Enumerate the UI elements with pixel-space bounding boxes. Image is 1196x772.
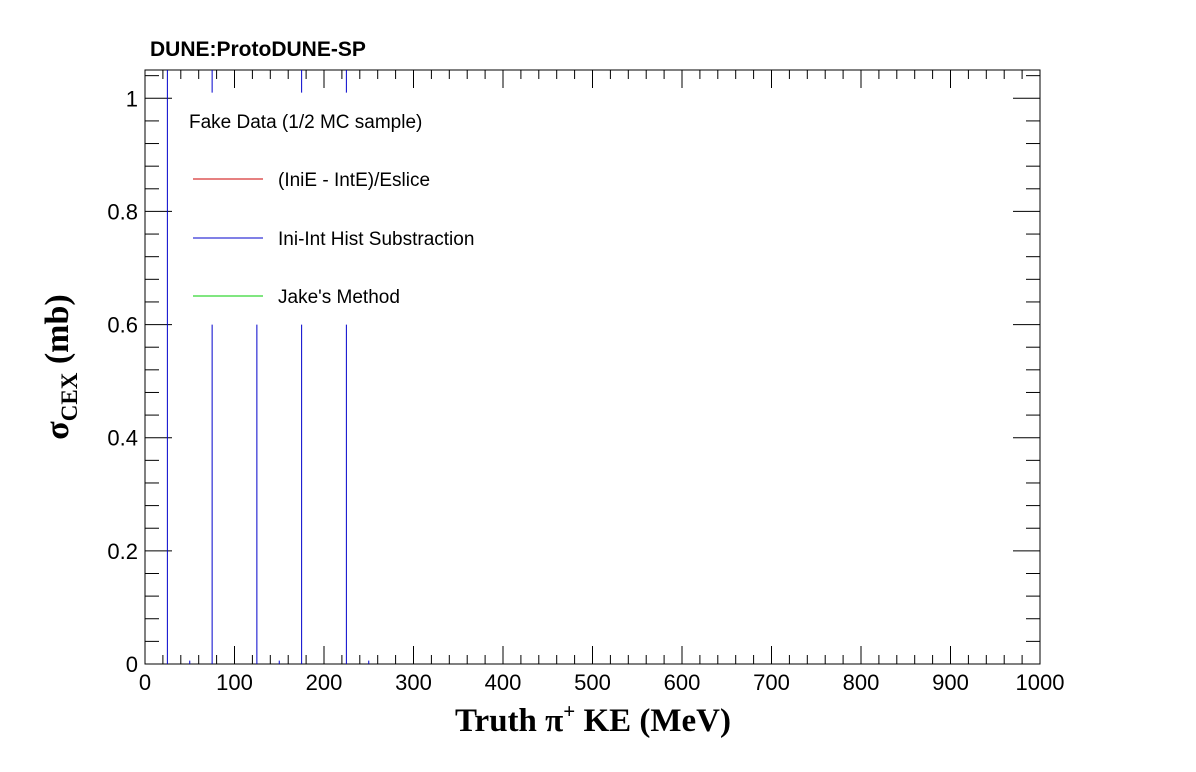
- y-tick-label: 0: [126, 652, 138, 677]
- x-tick-labels: 0 100 200 300 400 500 600 700 800 900 1000: [139, 670, 1065, 695]
- x-tick-label: 200: [306, 670, 343, 695]
- x-tick-label: 600: [664, 670, 701, 695]
- chart-title: DUNE:ProtoDUNE-SP: [150, 38, 366, 61]
- y-tick-label: 0.2: [107, 539, 138, 564]
- axis-ticks: [144, 70, 1041, 665]
- y-tick-label: 0.8: [107, 199, 138, 224]
- y-tick-label: 1: [126, 86, 138, 111]
- y-axis-label-symbol: σ: [39, 421, 76, 440]
- y-axis-label-rest: (mb): [39, 294, 76, 372]
- x-tick-label: 500: [574, 670, 611, 695]
- x-tick-label: 700: [753, 670, 790, 695]
- legend-label-blue: Ini-Int Hist Substraction: [278, 229, 474, 250]
- legend-label-red: (IniE - IntE)/Eslice: [278, 170, 430, 191]
- x-axis-label-post: KE (MeV): [575, 703, 731, 739]
- x-tick-label: 100: [216, 670, 253, 695]
- x-tick-label: 800: [843, 670, 880, 695]
- y-tick-labels: 0 0.2 0.4 0.6 0.8 1: [107, 86, 138, 677]
- x-axis-label-pre: Truth π: [455, 703, 563, 739]
- x-axis-label: Truth π+ KE (MeV): [455, 699, 731, 739]
- y-axis-label-sub: CEX: [57, 372, 82, 421]
- series-lines: [166, 70, 370, 664]
- plot-frame: [144, 69, 1041, 665]
- y-axis-label: σCEX (mb): [39, 294, 82, 439]
- x-tick-label: 400: [485, 670, 522, 695]
- y-tick-label: 0.6: [107, 313, 138, 338]
- x-tick-label: 300: [395, 670, 432, 695]
- legend-label-green: Jake's Method: [278, 287, 400, 308]
- x-axis-label-sup: +: [563, 699, 575, 723]
- x-tick-label: 0: [139, 670, 151, 695]
- y-tick-label: 0.4: [107, 426, 138, 451]
- legend: Fake Data (1/2 MC sample) (IniE - IntE)/…: [189, 112, 474, 308]
- x-tick-label: 1000: [1016, 670, 1065, 695]
- legend-header: Fake Data (1/2 MC sample): [189, 112, 422, 133]
- x-tick-label: 900: [932, 670, 969, 695]
